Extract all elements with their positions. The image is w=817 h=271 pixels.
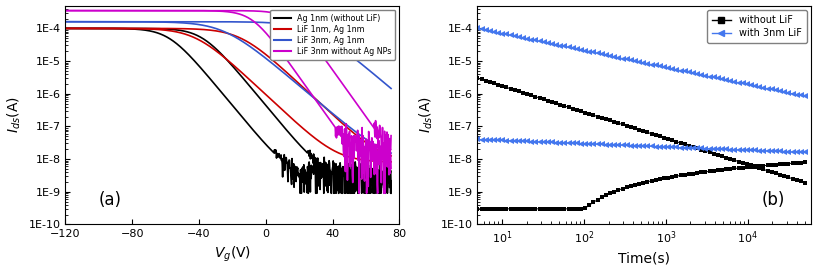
Text: (b): (b): [761, 191, 784, 209]
X-axis label: Time(s): Time(s): [618, 251, 671, 265]
Y-axis label: $I_{ds}$(A): $I_{ds}$(A): [417, 96, 435, 133]
Legend: without LiF, with 3nm LiF: without LiF, with 3nm LiF: [707, 10, 806, 43]
Y-axis label: $I_{ds}$(A): $I_{ds}$(A): [6, 96, 23, 133]
X-axis label: $V_g$(V): $V_g$(V): [214, 245, 251, 264]
Legend: Ag 1nm (without LiF), LiF 1nm, Ag 1nm, LiF 3nm, Ag 1nm, LiF 3nm without Ag NPs: Ag 1nm (without LiF), LiF 1nm, Ag 1nm, L…: [270, 9, 395, 60]
Text: (a): (a): [99, 191, 122, 209]
